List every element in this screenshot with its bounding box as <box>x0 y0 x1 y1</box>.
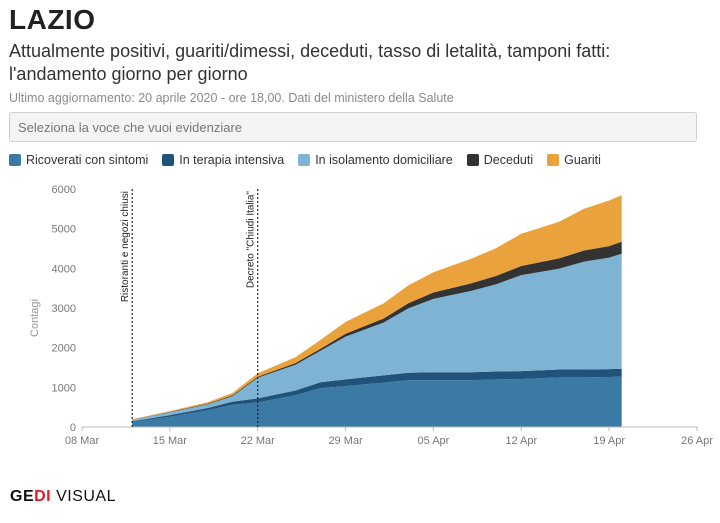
y-axis-label: Contagi <box>29 299 41 337</box>
legend-swatch-isolamento <box>298 154 311 166</box>
annotation-label: Decreto "Chiudi Italia" <box>246 191 257 289</box>
area-series-1 <box>132 368 622 423</box>
legend-label-terapia-intensiva: In terapia intensiva <box>179 153 285 167</box>
x-tick-label: 05 Apr <box>418 435 450 447</box>
area-series-2 <box>132 253 622 422</box>
area-series-0 <box>132 376 622 427</box>
last-update-note: Ultimo aggiornamento: 20 aprile 2020 - o… <box>9 91 454 105</box>
y-tick-label: 4000 <box>52 263 76 275</box>
y-tick-label: 2000 <box>52 343 76 355</box>
y-tick-label: 6000 <box>52 184 76 196</box>
legend-item-terapia-intensiva[interactable]: In terapia intensiva <box>162 153 284 167</box>
chart-subtitle: Attualmente positivi, guariti/dimessi, d… <box>9 41 611 84</box>
x-tick-label: 22 Mar <box>241 435 276 447</box>
x-tick-label: 19 Apr <box>593 435 625 447</box>
chart-legend: Ricoverati con sintomi In terapia intens… <box>9 153 601 167</box>
legend-swatch-ricoverati <box>9 154 21 166</box>
area-series-4 <box>132 195 622 420</box>
legend-label-guariti: Guariti <box>564 153 601 167</box>
page-title: LAZIO <box>9 4 96 35</box>
stacked-area-chart: 0 1000 2000 3000 4000 5000 6000 08 Mar 15 Mar 22 … <box>29 184 713 447</box>
area-series-3 <box>132 241 622 420</box>
legend-swatch-deceduti <box>466 154 479 166</box>
legend-label-ricoverati: Ricoverati con sintomi <box>26 153 149 167</box>
gedi-visual-logo: GEDI VISUAL <box>10 488 116 505</box>
x-tick-label: 08 Mar <box>65 435 100 447</box>
legend-swatch-terapia-intensiva <box>162 154 175 166</box>
legend-item-ricoverati[interactable]: Ricoverati con sintomi <box>9 153 148 167</box>
y-tick-label: 3000 <box>52 303 76 315</box>
legend-item-deceduti[interactable]: Deceduti <box>466 153 534 167</box>
x-tick-label: 15 Mar <box>153 435 188 447</box>
legend-item-guariti[interactable]: Guariti <box>547 153 601 167</box>
legend-label-isolamento: In isolamento domiciliare <box>315 153 453 167</box>
legend-label-deceduti: Deceduti <box>483 153 534 167</box>
highlight-selector[interactable] <box>9 112 697 142</box>
legend-item-isolamento[interactable]: In isolamento domiciliare <box>298 153 453 167</box>
x-tick-label: 26 Apr <box>681 435 713 447</box>
x-tick-label: 29 Mar <box>328 435 363 447</box>
legend-swatch-guariti <box>547 154 560 166</box>
y-tick-label: 1000 <box>52 382 76 394</box>
annotation-label: Ristoranti e negozi chiusi <box>120 191 131 302</box>
highlight-selector-input[interactable] <box>10 113 696 141</box>
y-tick-label: 5000 <box>52 224 76 236</box>
y-tick-label: 0 <box>70 422 76 434</box>
x-tick-label: 12 Apr <box>505 435 537 447</box>
